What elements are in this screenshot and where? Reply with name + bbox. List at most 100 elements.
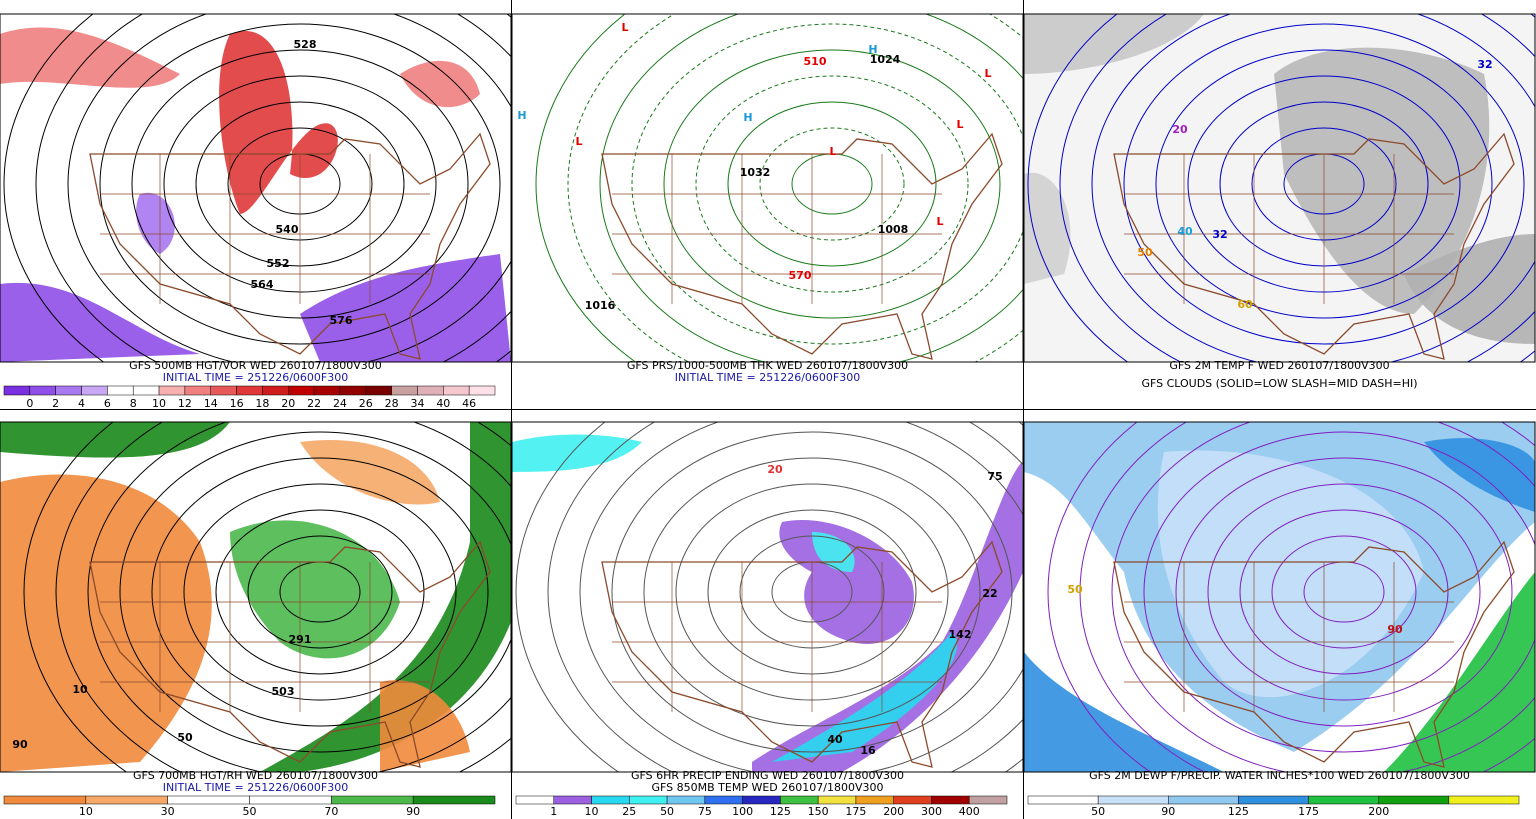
colorbar-segment [412, 795, 496, 805]
colorbar-segment [893, 795, 932, 805]
colorbar-label: 175 [845, 805, 866, 818]
shaded-area [230, 520, 400, 659]
colorbar-segment [742, 795, 781, 805]
map-frame [1023, 13, 1536, 363]
colorbar-label: 70 [324, 805, 338, 818]
colorbar-segment [1238, 795, 1309, 805]
shaded-area [1424, 438, 1535, 512]
map-frame [511, 421, 1024, 773]
contour [1175, 457, 1513, 727]
map-frame [0, 421, 512, 773]
colorbar-segment [236, 385, 263, 396]
colorbar-label: 22 [307, 397, 321, 410]
contour [1239, 509, 1449, 675]
contour [1091, 14, 1535, 362]
colorbar-segment [1308, 795, 1379, 805]
colorbar-label: 30 [161, 805, 175, 818]
contour [631, 23, 1023, 345]
map-label: L [984, 67, 991, 80]
shaded-area [300, 254, 511, 362]
shaded-area [136, 192, 175, 254]
contour [695, 75, 969, 293]
colorbar-label: 200 [1368, 805, 1389, 818]
map-label: 22 [982, 587, 997, 600]
map-label: 503 [272, 685, 295, 698]
panel: 528 540 552 564 576 GFS 500MB HGT/VOR WED 260… [0, 13, 512, 410]
contour [727, 101, 937, 267]
colorbar-label: 2 [52, 397, 59, 410]
colorbar-segment [391, 385, 418, 396]
map-label: 564 [251, 278, 274, 291]
map-label: L [936, 215, 943, 228]
colorbar-segment [968, 795, 1008, 805]
colorbar-segment [1378, 795, 1450, 805]
shaded-area [1024, 14, 1204, 74]
colorbar-segment [210, 385, 237, 396]
map-label: 576 [330, 314, 353, 327]
colorbar-label: 46 [462, 397, 476, 410]
colorbar-label: 75 [698, 805, 712, 818]
colorbar-segment [339, 385, 367, 396]
map: 32 40 50 20 32 60 [1024, 14, 1535, 362]
map-label: 75 [987, 470, 1002, 483]
caption: GFS 700MB HGT/RH WED 260107/1800V300 [133, 769, 378, 782]
colorbar-label: 150 [808, 805, 829, 818]
colorbar-segment [331, 795, 414, 805]
map-label: L [575, 135, 582, 148]
map-label: L [956, 118, 963, 131]
colorbar-segment [55, 385, 82, 396]
map-label: 291 [289, 633, 312, 646]
caption: GFS 2M DEWP F/PRECIP. WATER INCHES*100 W… [1089, 769, 1470, 782]
map-label: 90 [12, 738, 28, 751]
colorbar-label: 175 [1298, 805, 1319, 818]
colorbar-label: 90 [1161, 805, 1175, 818]
map: L L L L L L H H H 1016 1032 1008 1024 510 570 [512, 14, 1023, 362]
contour [99, 23, 501, 345]
map-frame [511, 13, 1024, 363]
map-label: L [621, 21, 628, 34]
shaded-area [1157, 450, 1424, 698]
contour [579, 422, 1023, 772]
colorbar-segment [817, 795, 857, 805]
map-frame [0, 13, 512, 363]
colorbar-segment [666, 795, 706, 805]
caption: GFS PRS/1000-500MB THK WED 260107/1800V3… [627, 359, 908, 372]
contour [1123, 23, 1525, 345]
caption: GFS 500MB HGT/VOR WED 260107/1800V300 [129, 359, 382, 372]
map-label: 40 [1177, 225, 1193, 238]
map-label: 50 [1137, 246, 1153, 259]
colorbar-label: 0 [26, 397, 33, 410]
map-label: 16 [860, 744, 876, 757]
coastline [1113, 540, 1515, 768]
colorbar-label: 8 [130, 397, 137, 410]
colorbar-label: 125 [770, 805, 791, 818]
colorbar-segment [249, 795, 332, 805]
colorbar-segment [132, 385, 160, 396]
colorbar-segment [3, 385, 31, 396]
map: 20 40 142 75 22 16 [512, 422, 1023, 772]
colorbar-segment [855, 795, 894, 805]
contour [1047, 422, 1152, 772]
contour [23, 422, 128, 772]
caption: INITIAL TIME = 251226/0600F300 [163, 371, 348, 384]
caption: INITIAL TIME = 251226/0600F300 [675, 371, 860, 384]
contour [1155, 49, 1493, 319]
colorbar-segment [262, 385, 289, 396]
map: 528 540 552 564 576 [0, 14, 511, 362]
map-label: 60 [1237, 298, 1253, 311]
contour [183, 483, 457, 701]
coastline [601, 540, 1003, 768]
shaded-area [1384, 572, 1535, 772]
contour [87, 422, 511, 772]
contour [515, 422, 1023, 772]
map-label: 142 [949, 628, 972, 641]
coastline [1113, 132, 1515, 360]
map-label: 570 [789, 269, 812, 282]
caption: GFS 2M TEMP F WED 260107/1800V300 [1169, 359, 1389, 372]
shaded-area [300, 440, 440, 505]
colorbar-segment [3, 795, 87, 805]
colorbar-segment [184, 385, 211, 396]
shaded-area [219, 30, 338, 215]
colorbar-label: 300 [921, 805, 942, 818]
colorbar-segment [1097, 795, 1169, 805]
